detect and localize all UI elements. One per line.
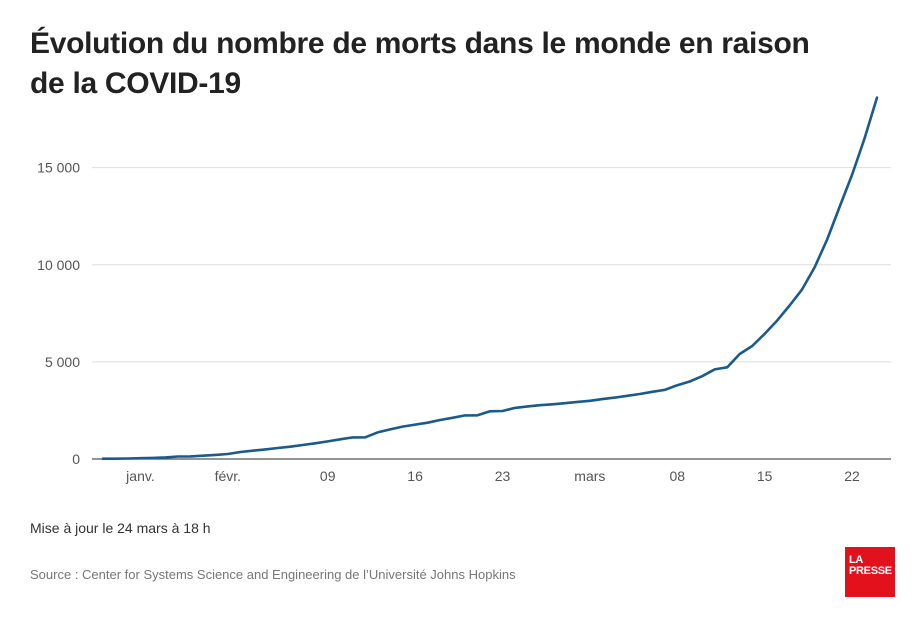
x-tick-label-8: 22 xyxy=(844,468,860,484)
x-axis-tick-labels: janv. févr. 09 16 23 mars 08 15 22 xyxy=(125,468,860,484)
y-axis-tick-labels: 0 5 000 10 000 15 000 xyxy=(37,160,80,467)
x-tick-label-2: 09 xyxy=(320,468,336,484)
x-tick-label-0: janv. xyxy=(125,468,155,484)
x-tick-label-6: 08 xyxy=(669,468,685,484)
y-tick-label-1: 5 000 xyxy=(45,354,80,370)
series-line-0 xyxy=(101,96,879,461)
x-tick-label-3: 16 xyxy=(407,468,423,484)
series-layer xyxy=(101,96,879,461)
update-note: Mise à jour le 24 mars à 18 h xyxy=(30,520,211,536)
x-tick-label-1: févr. xyxy=(215,468,241,484)
grid-lines xyxy=(92,167,891,460)
chart-title: Évolution du nombre de morts dans le mon… xyxy=(30,27,810,100)
source-note: Source : Center for Systems Science and … xyxy=(30,567,516,582)
x-tick-label-5: mars xyxy=(574,468,605,484)
la-presse-logo: LA PRESSE xyxy=(845,547,895,597)
y-tick-label-3: 15 000 xyxy=(37,160,80,176)
logo-line-2: PRESSE xyxy=(849,565,892,577)
y-tick-label-0: 0 xyxy=(72,451,80,467)
logo-line-1: LA xyxy=(849,554,864,566)
y-tick-label-2: 10 000 xyxy=(37,257,80,273)
x-tick-label-4: 23 xyxy=(495,468,511,484)
x-tick-label-7: 15 xyxy=(757,468,773,484)
